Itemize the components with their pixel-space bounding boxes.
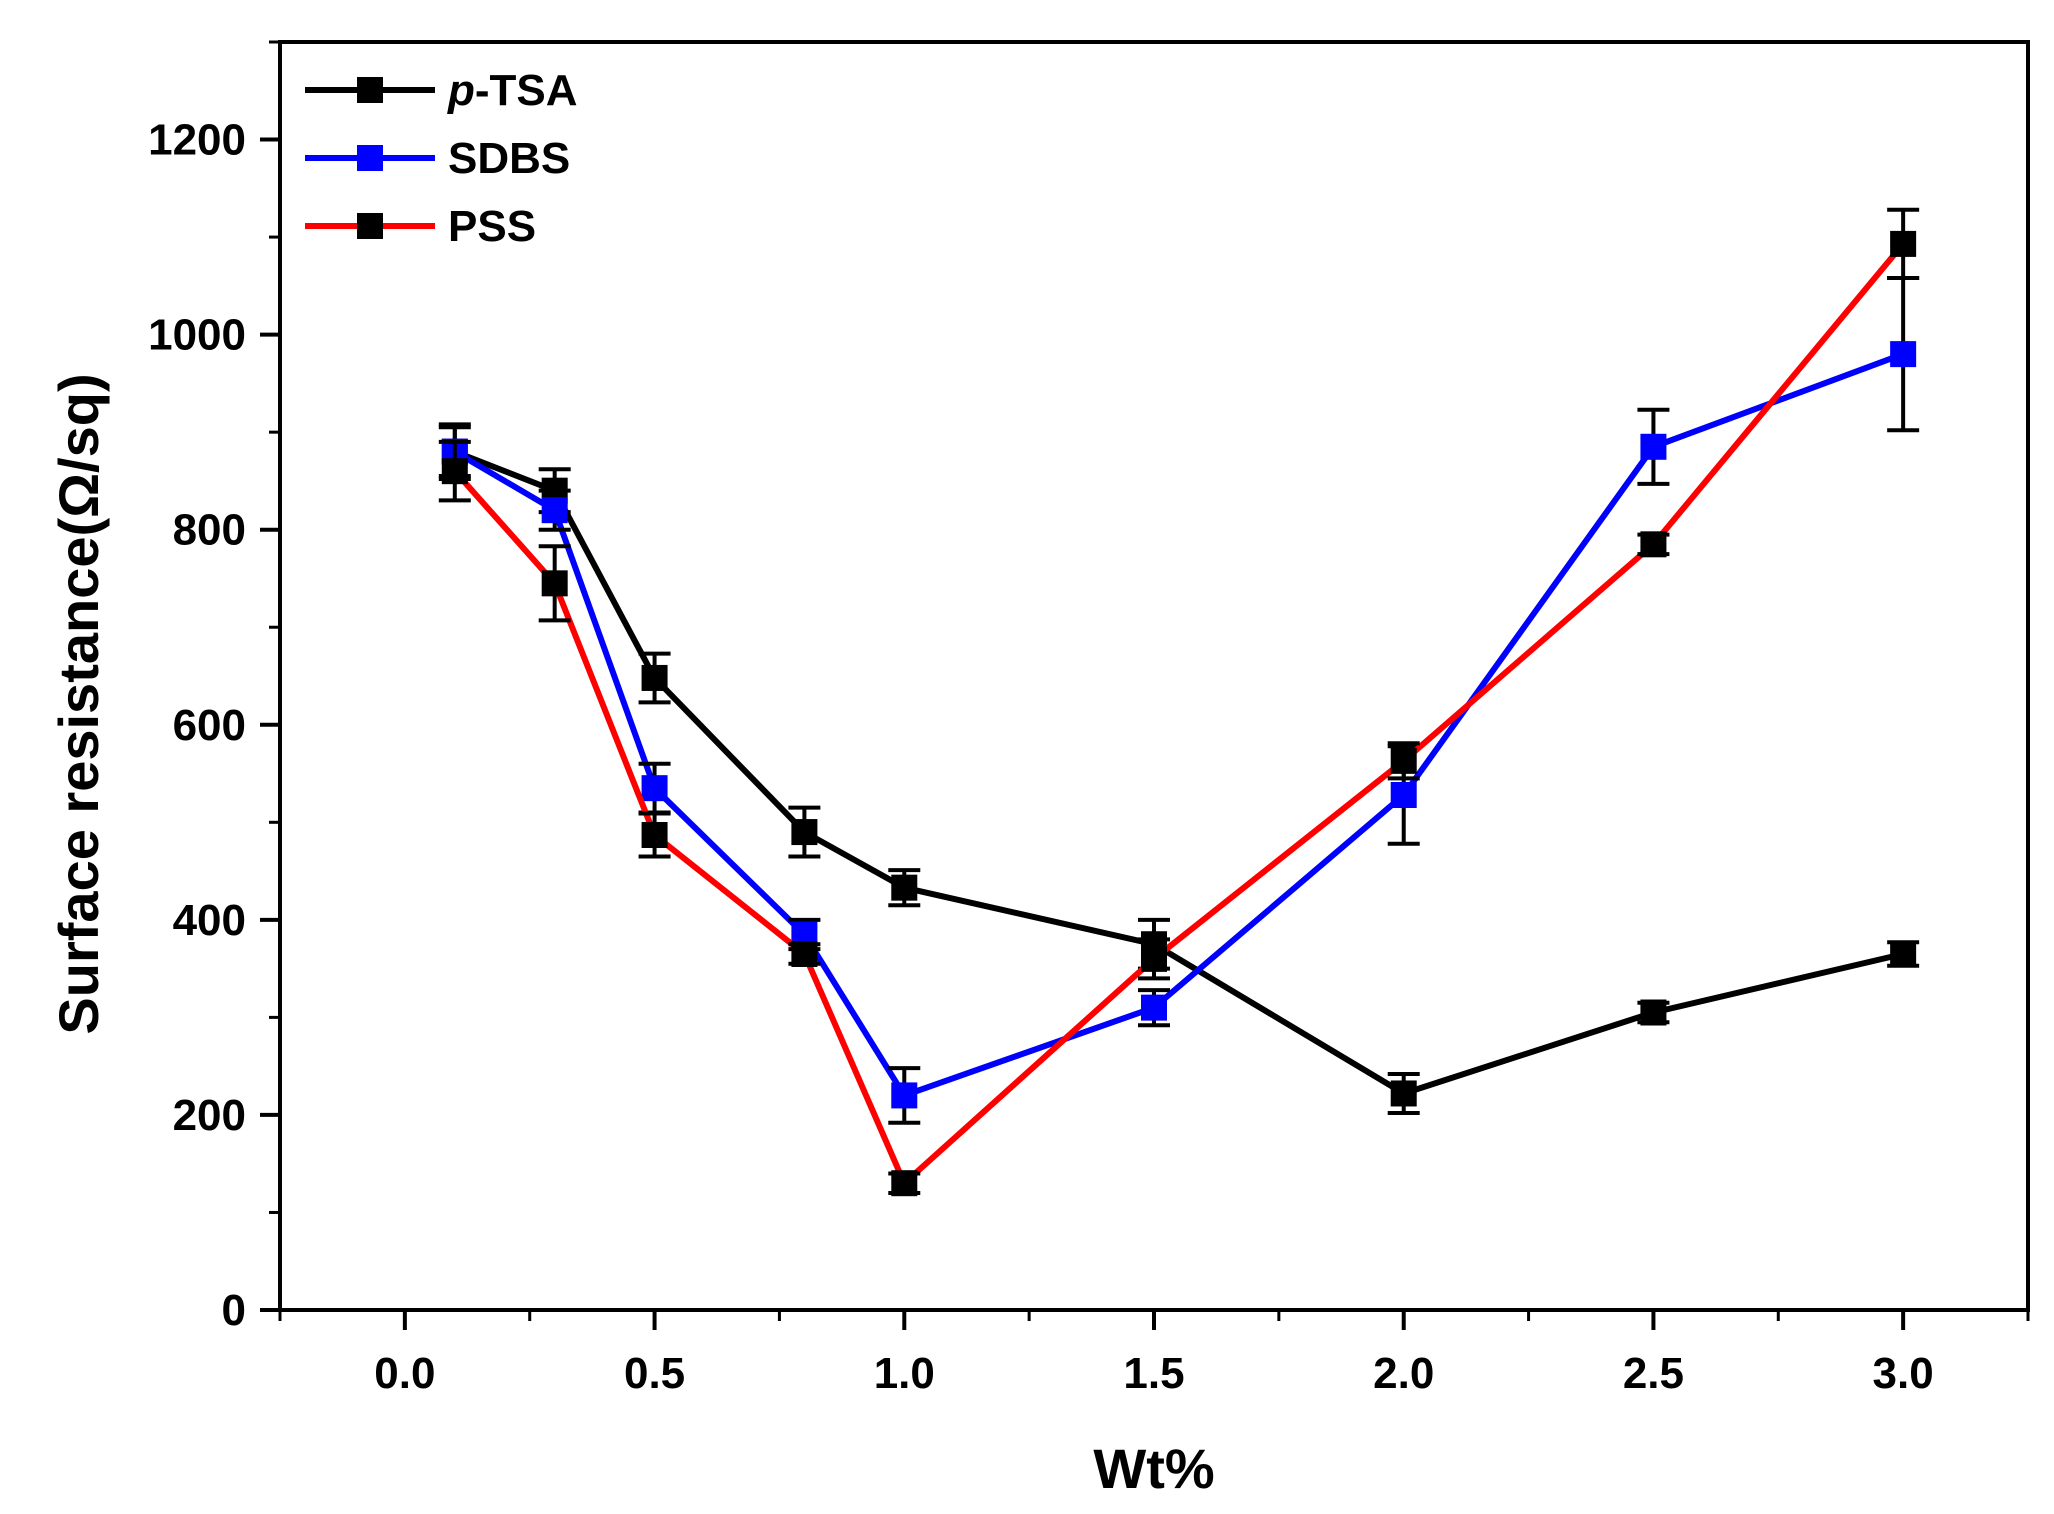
data-point-sdbs bbox=[1640, 433, 1667, 460]
series-line-pss bbox=[452, 241, 1906, 1187]
data-point-pss bbox=[1390, 747, 1417, 774]
y-tick-label: 0 bbox=[222, 1286, 246, 1335]
x-tick-label: 0.5 bbox=[624, 1349, 685, 1398]
y-axis-title: Surface resistance(Ω/sq) bbox=[47, 373, 110, 1034]
legend-marker-pss bbox=[357, 213, 383, 239]
x-axis-title: Wt% bbox=[1093, 1437, 1214, 1500]
plot-border bbox=[278, 40, 2030, 1312]
legend-marker-p-tsa bbox=[357, 77, 383, 103]
y-tick-label: 1200 bbox=[148, 116, 246, 165]
x-tick-label: 2.0 bbox=[1373, 1349, 1434, 1398]
data-point-p-tsa bbox=[891, 874, 918, 901]
series-line-sdbs bbox=[453, 351, 1905, 1099]
data-point-pss bbox=[1640, 531, 1667, 558]
data-point-p-tsa bbox=[1640, 999, 1667, 1026]
data-point-sdbs bbox=[1390, 781, 1417, 808]
y-tick-label: 600 bbox=[173, 701, 246, 750]
data-point-pss bbox=[1890, 230, 1917, 257]
legend-entry-pss: PSS bbox=[305, 202, 536, 251]
data-point-pss bbox=[441, 458, 468, 485]
x-tick-label: 1.5 bbox=[1123, 1349, 1184, 1398]
data-point-sdbs bbox=[891, 1082, 918, 1109]
data-point-p-tsa bbox=[641, 664, 668, 691]
legend-entry-p-tsa: p-TSA bbox=[305, 66, 578, 115]
data-point-pss bbox=[541, 570, 568, 597]
y-tick-label: 1000 bbox=[148, 311, 246, 360]
data-point-sdbs bbox=[541, 497, 568, 524]
x-tick-label: 3.0 bbox=[1873, 1349, 1934, 1398]
data-point-pss bbox=[891, 1170, 918, 1197]
legend-label-p-tsa: p-TSA bbox=[447, 66, 578, 115]
data-point-p-tsa bbox=[1390, 1080, 1417, 1107]
data-point-pss bbox=[1141, 945, 1167, 972]
series-layer bbox=[438, 207, 1920, 1197]
legend-marker-sdbs bbox=[357, 145, 383, 171]
x-tick-label: 0.0 bbox=[374, 1349, 435, 1398]
legend-label-p-tsa-rest: -TSA bbox=[475, 66, 578, 115]
data-point-sdbs bbox=[1141, 994, 1167, 1021]
legend: p-TSA SDBS PSS bbox=[305, 66, 578, 251]
x-tick-label: 2.5 bbox=[1623, 1349, 1684, 1398]
legend-entry-sdbs: SDBS bbox=[305, 134, 570, 183]
legend-label-sdbs: SDBS bbox=[448, 134, 570, 183]
y-tick-label: 400 bbox=[173, 896, 246, 945]
axis-ticks: 0.0 0.5 1.0 1.5 2.0 2.5 3.0 0 200 400 600 800 1000 12… bbox=[148, 40, 2030, 1398]
data-point-p-tsa bbox=[791, 819, 818, 846]
data-point-p-tsa bbox=[1890, 940, 1917, 967]
legend-label-p-tsa-italic: p bbox=[447, 66, 475, 115]
series-line-p-tsa bbox=[453, 448, 1904, 1097]
y-tick-label: 800 bbox=[173, 506, 246, 555]
x-tick-label: 1.0 bbox=[874, 1349, 935, 1398]
data-point-sdbs bbox=[1890, 341, 1917, 368]
data-point-pss bbox=[641, 821, 668, 848]
series-p-tsa bbox=[438, 422, 1920, 1115]
y-tick-label: 200 bbox=[173, 1091, 246, 1140]
data-point-pss bbox=[791, 940, 818, 967]
series-pss bbox=[438, 207, 1920, 1197]
plot-area bbox=[278, 40, 2030, 1312]
legend-label-pss: PSS bbox=[448, 202, 536, 251]
data-point-sdbs bbox=[641, 775, 668, 802]
